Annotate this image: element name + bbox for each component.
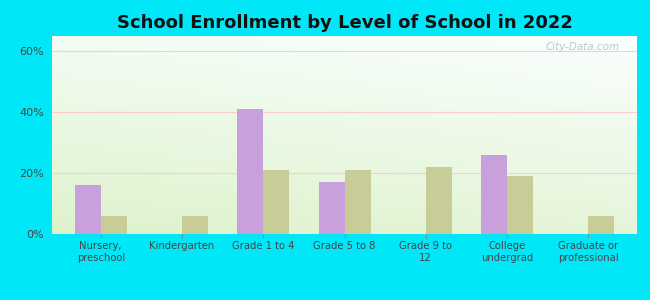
Bar xyxy=(588,216,614,234)
Title: School Enrollment by Level of School in 2022: School Enrollment by Level of School in … xyxy=(116,14,573,32)
Bar xyxy=(237,109,263,234)
Text: City-Data.com: City-Data.com xyxy=(545,42,619,52)
Bar xyxy=(344,170,370,234)
Bar xyxy=(101,216,127,234)
Bar xyxy=(507,176,533,234)
Bar xyxy=(263,170,289,234)
Bar xyxy=(426,167,452,234)
Bar xyxy=(75,185,101,234)
Bar xyxy=(182,216,208,234)
Bar xyxy=(481,155,507,234)
Bar xyxy=(318,182,344,234)
